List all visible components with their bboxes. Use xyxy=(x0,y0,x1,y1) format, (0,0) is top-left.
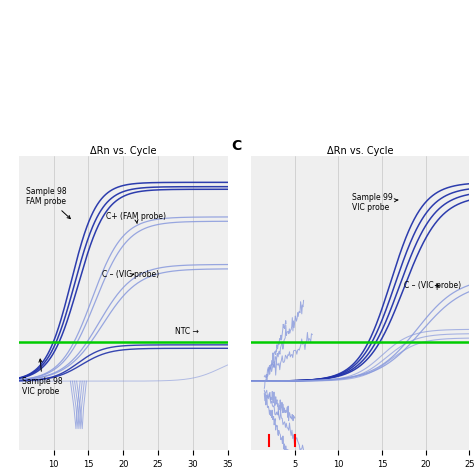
Ellipse shape xyxy=(0,44,46,63)
Ellipse shape xyxy=(121,46,157,61)
Ellipse shape xyxy=(236,44,283,63)
Ellipse shape xyxy=(180,47,209,60)
Ellipse shape xyxy=(125,47,154,59)
Ellipse shape xyxy=(5,46,41,61)
Ellipse shape xyxy=(38,83,63,93)
Text: C – (VIC probe): C – (VIC probe) xyxy=(102,271,160,280)
Text: Sample 98
VIC probe: Sample 98 VIC probe xyxy=(22,359,63,396)
Text: C: C xyxy=(232,139,242,153)
Text: 99: 99 xyxy=(144,8,155,17)
Text: U: U xyxy=(137,21,142,30)
Text: 98*: 98* xyxy=(86,8,102,17)
Text: NC - PBMCs: NC - PBMCs xyxy=(309,8,363,17)
Ellipse shape xyxy=(245,47,273,59)
Ellipse shape xyxy=(241,46,277,61)
Text: NC - FFPE: NC - FFPE xyxy=(248,8,293,17)
Ellipse shape xyxy=(182,48,206,59)
Text: M: M xyxy=(218,21,224,30)
Ellipse shape xyxy=(59,44,104,63)
Text: Sample 98
FAM probe: Sample 98 FAM probe xyxy=(26,187,70,219)
Text: M: M xyxy=(47,21,54,30)
Ellipse shape xyxy=(207,82,235,94)
Text: U: U xyxy=(191,21,197,30)
Ellipse shape xyxy=(199,79,243,97)
Text: 99*: 99* xyxy=(199,8,215,17)
Text: M: M xyxy=(280,21,287,30)
Text: C – (VIC probe): C – (VIC probe) xyxy=(404,281,461,290)
Text: U: U xyxy=(20,21,26,30)
Ellipse shape xyxy=(64,46,99,61)
Ellipse shape xyxy=(35,82,65,94)
Ellipse shape xyxy=(306,46,344,61)
Title: ΔRn vs. Cycle: ΔRn vs. Cycle xyxy=(90,146,156,155)
Text: 98: 98 xyxy=(31,8,42,17)
Ellipse shape xyxy=(310,47,340,59)
Title: ΔRn vs. Cycle: ΔRn vs. Cycle xyxy=(327,146,393,155)
Text: U: U xyxy=(256,21,262,30)
Ellipse shape xyxy=(117,44,163,63)
Text: U: U xyxy=(79,21,84,30)
Ellipse shape xyxy=(9,47,38,59)
Text: M: M xyxy=(164,21,171,30)
Ellipse shape xyxy=(203,81,238,95)
Text: U: U xyxy=(322,21,328,30)
Text: C+ (FAM probe): C+ (FAM probe) xyxy=(106,212,166,223)
Ellipse shape xyxy=(93,82,122,94)
Text: NTC →: NTC → xyxy=(175,327,199,336)
Text: M: M xyxy=(346,21,353,30)
Ellipse shape xyxy=(96,83,119,93)
Ellipse shape xyxy=(67,47,95,59)
Text: M: M xyxy=(105,21,111,30)
Ellipse shape xyxy=(301,44,349,63)
Text: Sample 99
VIC probe: Sample 99 VIC probe xyxy=(352,193,398,212)
